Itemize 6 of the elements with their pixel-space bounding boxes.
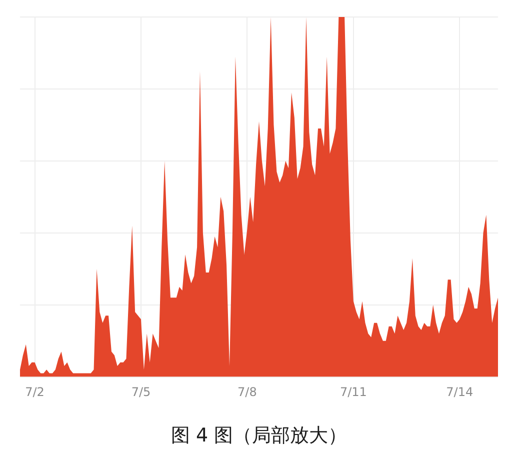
x-tick-label: 7/5 — [131, 385, 151, 400]
x-tick-label: 7/8 — [238, 385, 257, 400]
x-tick-label: 7/2 — [25, 385, 44, 400]
x-tick-label: 7/11 — [340, 385, 367, 400]
x-tick-label: 7/14 — [446, 385, 474, 400]
text: 图 4 图（局部放大） — [170, 424, 348, 447]
